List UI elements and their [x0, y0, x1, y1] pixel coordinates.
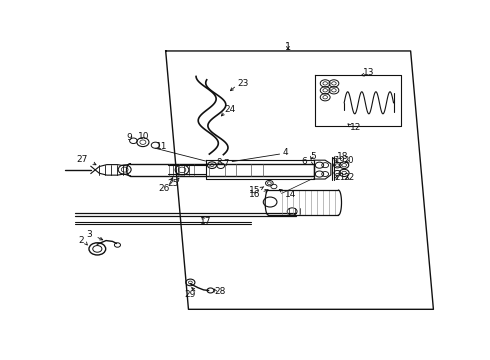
Text: 29: 29 — [185, 290, 196, 299]
Text: 17: 17 — [200, 217, 211, 226]
Text: 22: 22 — [343, 173, 354, 182]
Text: 10: 10 — [138, 131, 150, 140]
Text: 2: 2 — [78, 236, 84, 245]
Text: 3: 3 — [87, 230, 93, 239]
Text: 11: 11 — [156, 142, 168, 151]
Text: 24: 24 — [224, 105, 236, 114]
Text: 18: 18 — [337, 152, 348, 161]
Text: 4: 4 — [283, 148, 288, 157]
Text: 14: 14 — [285, 190, 296, 199]
Text: 25: 25 — [168, 179, 179, 188]
Text: 28: 28 — [214, 287, 226, 296]
Text: 21: 21 — [334, 173, 345, 182]
Text: 26: 26 — [158, 184, 170, 193]
Text: 7: 7 — [223, 159, 228, 168]
Text: 16: 16 — [249, 190, 261, 199]
Text: 6: 6 — [301, 157, 307, 166]
Text: 8: 8 — [216, 158, 221, 167]
Text: 1: 1 — [285, 41, 291, 51]
Text: 19: 19 — [334, 156, 344, 165]
Text: 5: 5 — [310, 152, 316, 161]
Text: 20: 20 — [343, 156, 353, 165]
Text: 15: 15 — [249, 186, 261, 195]
Text: 12: 12 — [350, 123, 361, 132]
Text: 23: 23 — [238, 79, 249, 88]
Text: 27: 27 — [76, 154, 88, 163]
Text: 13: 13 — [363, 68, 374, 77]
Text: 9: 9 — [126, 133, 132, 142]
